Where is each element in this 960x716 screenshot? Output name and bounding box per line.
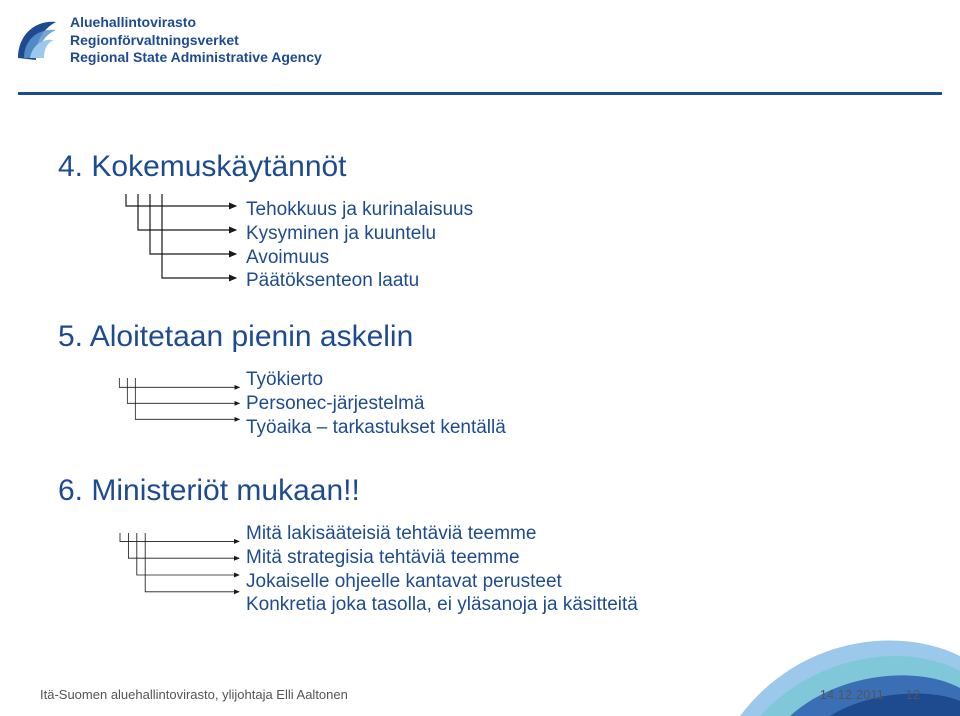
item: Tehokkuus ja kurinalaisuus [246,198,473,222]
org-name-en: Regional State Administrative Agency [70,49,322,67]
section-5-items: Työkierto Personec-järjestelmä Työaika –… [246,364,506,448]
arrows-icon [106,518,246,618]
section-5-heading: 5. Aloitetaan pienin askelin [58,320,920,354]
footer-left: Itä-Suomen aluehallintovirasto, ylijohta… [40,687,348,702]
section-4: 4. Kokemuskäytännöt [58,150,920,294]
section-4-heading: 4. Kokemuskäytännöt [58,150,920,184]
section-4-title: Kokemuskäytännöt [91,150,346,183]
section-4-arrows: Tehokkuus ja kurinalaisuus Kysyminen ja … [106,194,920,294]
footer: Itä-Suomen aluehallintovirasto, ylijohta… [0,687,960,702]
section-5-title: Aloitetaan pienin askelin [90,320,414,353]
header: Aluehallintovirasto Regionförvaltningsve… [0,0,960,67]
section-5-arrows: Työkierto Personec-järjestelmä Työaika –… [106,364,920,448]
item: Työaika – tarkastukset kentällä [246,416,506,440]
section-6-items: Mitä lakisääteisiä tehtäviä teemme Mitä … [246,518,638,618]
agency-logo-icon [14,14,60,66]
header-rule [18,92,942,95]
item: Kysyminen ja kuuntelu [246,222,473,246]
arrows-icon [106,194,246,294]
item: Jokaiselle ohjeelle kantavat perusteet [246,570,638,594]
org-name-sv: Regionförvaltningsverket [70,32,322,50]
content: 4. Kokemuskäytännöt [58,150,920,644]
section-4-num: 4. [58,150,83,183]
item: Työkierto [246,368,506,392]
item: Personec-järjestelmä [246,392,506,416]
org-names: Aluehallintovirasto Regionförvaltningsve… [70,14,322,67]
section-5-num: 5. [58,320,83,353]
item: Päätöksenteon laatu [246,269,473,293]
section-6-num: 6. [58,474,83,507]
item: Konkretia joka tasolla, ei yläsanoja ja … [246,593,638,617]
section-6-heading: 6. Ministeriöt mukaan!! [58,474,920,508]
footer-page: 12 [906,687,920,702]
arrows-icon [106,364,246,448]
footer-date: 14.12.2011 [820,687,884,702]
section-4-items: Tehokkuus ja kurinalaisuus Kysyminen ja … [246,194,473,294]
org-name-fi: Aluehallintovirasto [70,14,322,32]
section-5: 5. Aloitetaan pienin askelin Työkierto P… [58,320,920,448]
item: Mitä lakisääteisiä tehtäviä teemme [246,522,638,546]
logo-box: Aluehallintovirasto Regionförvaltningsve… [14,14,322,67]
item: Avoimuus [246,246,473,270]
slide: Aluehallintovirasto Regionförvaltningsve… [0,0,960,716]
item: Mitä strategisia tehtäviä teemme [246,546,638,570]
section-6-title: Ministeriöt mukaan!! [91,474,359,507]
